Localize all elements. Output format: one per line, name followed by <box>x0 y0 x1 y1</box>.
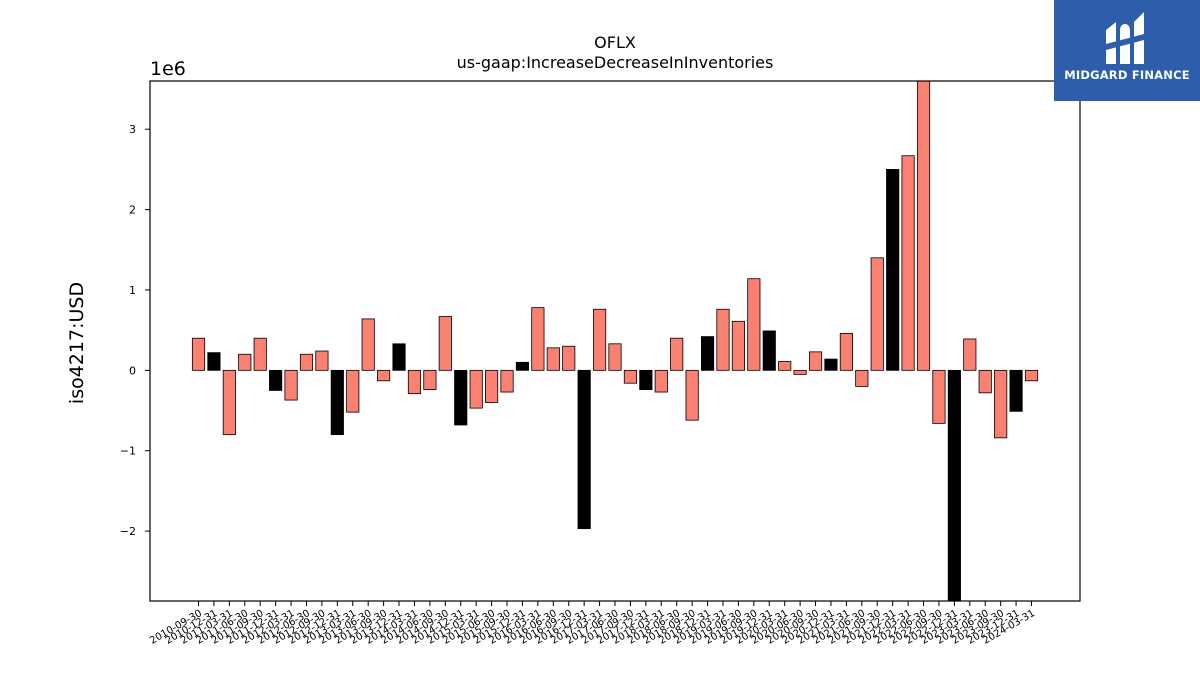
bars-group <box>191 80 1039 602</box>
bar-2016-06-30 <box>546 347 560 371</box>
bar-2014-09-30 <box>438 316 452 371</box>
plot-frame <box>149 80 1081 602</box>
bar-2016-09-30 <box>562 345 576 371</box>
bar-2013-06-30 <box>361 318 375 371</box>
y-tick-label: 2 <box>129 204 136 217</box>
bar-2012-09-30 <box>315 350 329 371</box>
y-ticks-group: −2 −1 0 1 2 3 <box>120 123 150 538</box>
chart-subtitle: us-gaap:IncreaseDecreaseInInventories <box>457 53 774 72</box>
x-ticks-group: 2010-09-302010-12-312011-03-312011-06-30… <box>148 601 1037 647</box>
bar-2012-03-31 <box>284 369 298 401</box>
bar-2011-06-30 <box>238 353 252 371</box>
y-tick-label: 0 <box>129 364 136 377</box>
bar-2023-09-30 <box>994 369 1008 439</box>
bar-2022-09-30 <box>932 369 946 424</box>
bar-2016-12-31 <box>577 369 591 530</box>
bar-2019-06-30 <box>731 320 745 371</box>
bar-2012-06-30 <box>299 353 314 371</box>
bar-2017-09-30 <box>623 369 638 384</box>
bar-2019-09-30 <box>747 278 761 371</box>
y-offset-label: 1e6 <box>150 58 186 80</box>
bar-2017-06-30 <box>608 343 622 371</box>
logo-text: MIDGARD FINANCE <box>1064 68 1190 82</box>
y-tick-label: −2 <box>120 525 136 538</box>
bar-2018-03-31 <box>654 369 668 393</box>
bar-2021-03-31 <box>839 332 853 371</box>
brand-logo: MIDGARD FINANCE <box>1054 0 1200 101</box>
bar-2017-03-31 <box>593 308 607 371</box>
bar-2011-03-31 <box>222 369 236 436</box>
bar-2022-03-31 <box>901 155 915 371</box>
bar-2013-03-31 <box>346 369 360 413</box>
bar-2021-09-30 <box>870 257 884 371</box>
y-tick-label: −1 <box>120 445 136 458</box>
bar-2014-06-30 <box>423 369 437 391</box>
bar-2013-12-31 <box>392 343 406 371</box>
bar-2018-06-30 <box>670 337 684 371</box>
bar-2014-03-31 <box>407 369 422 395</box>
bar-2020-03-31 <box>778 361 792 371</box>
bar-2011-09-30 <box>253 337 267 371</box>
bar-2018-09-30 <box>685 369 699 421</box>
y-tick-label: 3 <box>129 123 136 136</box>
bar-2020-12-31 <box>824 358 838 371</box>
bar-2019-12-31 <box>762 330 776 371</box>
bar-2023-12-31 <box>1009 369 1023 412</box>
bar-2017-12-31 <box>639 369 653 391</box>
chart-title: OFLX <box>594 33 636 52</box>
bar-2012-12-31 <box>330 369 344 436</box>
bar-2011-12-31 <box>269 369 283 391</box>
bar-2020-06-30 <box>793 369 807 375</box>
logo-mark-icon <box>1106 12 1144 64</box>
bar-2023-06-30 <box>978 369 992 394</box>
bar-2015-12-31 <box>515 361 530 371</box>
bar-2022-12-31 <box>947 369 961 602</box>
bar-2021-06-30 <box>855 369 869 387</box>
bar-2010-09-30 <box>191 337 206 371</box>
bar-2015-06-30 <box>485 369 499 403</box>
bar-2019-03-31 <box>716 308 730 371</box>
bar-2024-03-31 <box>1024 369 1039 382</box>
bar-2022-06-30 <box>916 80 931 371</box>
bar-2023-03-31 <box>963 338 977 371</box>
bar-2020-09-30 <box>808 351 823 371</box>
bar-2018-12-31 <box>700 336 715 371</box>
y-axis-label: iso4217:USD <box>66 282 88 404</box>
bar-2021-12-31 <box>886 169 900 371</box>
bar-2013-09-30 <box>377 369 391 382</box>
y-tick-label: 1 <box>129 284 136 297</box>
bar-2010-12-31 <box>207 352 221 371</box>
bar-2016-03-31 <box>531 307 545 371</box>
bar-2015-09-30 <box>500 369 514 393</box>
bar-2015-03-31 <box>469 369 483 409</box>
bar-2014-12-31 <box>454 369 468 426</box>
